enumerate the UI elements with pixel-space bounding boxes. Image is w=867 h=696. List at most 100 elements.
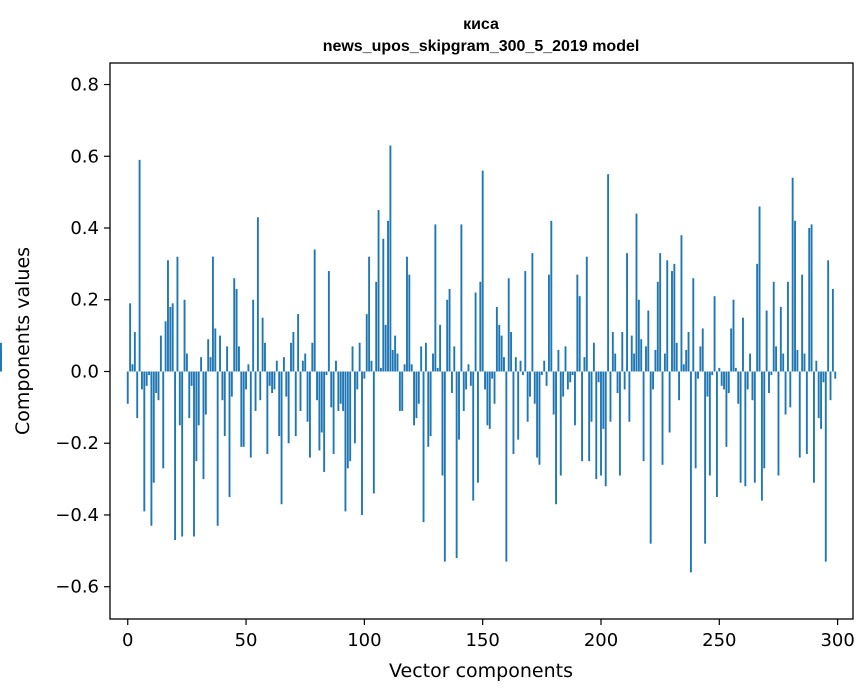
bar [592, 342, 595, 372]
bar [649, 371, 652, 544]
bar [469, 371, 472, 386]
bar [514, 357, 517, 372]
bar [668, 371, 671, 433]
y-axis-label: Components values [12, 247, 34, 435]
bar [600, 371, 602, 476]
bar [178, 371, 181, 426]
bar [817, 371, 820, 419]
bar [176, 256, 179, 372]
bar [228, 371, 231, 498]
bar [275, 360, 278, 372]
bar [645, 346, 647, 372]
bar [621, 332, 624, 372]
bar [273, 371, 276, 390]
bar [235, 288, 238, 372]
bar [455, 371, 458, 559]
bar [420, 346, 423, 372]
bar [183, 299, 186, 372]
bar [531, 253, 534, 372]
bar [734, 367, 737, 372]
bar [159, 335, 162, 372]
bar [249, 371, 252, 458]
bar [815, 360, 818, 372]
bar [562, 371, 565, 397]
y-tick-label: 0.4 [70, 218, 99, 239]
bar [413, 371, 416, 426]
bar [195, 371, 198, 462]
bar [540, 371, 543, 376]
bar [216, 371, 219, 526]
bar [316, 371, 318, 401]
bar [304, 353, 307, 372]
bar [256, 217, 259, 372]
bar [666, 260, 669, 372]
bar [701, 328, 704, 372]
bar [436, 367, 439, 372]
bar [566, 371, 569, 390]
bar [259, 371, 262, 401]
bar [188, 371, 191, 419]
chart-subtitle: news_upos_skipgram_300_5_2019 model [323, 38, 640, 55]
bar [361, 371, 363, 515]
bar [663, 353, 666, 372]
bar [169, 306, 172, 372]
y-tick-label: −0.2 [55, 433, 99, 454]
bar [692, 278, 695, 372]
bar [507, 278, 510, 372]
bar [185, 353, 188, 372]
bar [708, 371, 711, 476]
bar [585, 256, 588, 372]
bar [640, 339, 643, 372]
bar [389, 145, 392, 372]
bar [510, 332, 513, 372]
bar [813, 371, 815, 483]
bar [751, 371, 754, 401]
bar [607, 174, 610, 372]
bar [789, 371, 792, 408]
bar [133, 332, 136, 372]
bar [181, 371, 184, 537]
bar [211, 256, 214, 372]
bar [450, 371, 453, 394]
bar [827, 260, 830, 372]
bar [330, 371, 333, 408]
bar [136, 371, 139, 419]
bar [635, 213, 638, 372]
bar [337, 371, 340, 411]
bar [597, 371, 600, 383]
bar [775, 346, 778, 372]
bar [129, 303, 132, 372]
bar [730, 328, 733, 372]
bar [574, 371, 576, 426]
y-tick-label: 0.6 [70, 146, 99, 167]
bar [604, 371, 607, 487]
bar [727, 371, 730, 394]
bar [533, 371, 536, 404]
bar [581, 371, 584, 462]
bar [427, 371, 430, 447]
bar [808, 228, 811, 372]
bar [488, 371, 491, 429]
bar [768, 371, 770, 394]
bar [680, 235, 683, 372]
bar [758, 206, 761, 372]
bar [214, 328, 217, 372]
bar [661, 371, 664, 465]
bar [656, 281, 659, 372]
bar [654, 349, 657, 372]
bar [467, 364, 470, 372]
bar [545, 371, 548, 386]
bar [753, 371, 756, 483]
bar [694, 371, 697, 469]
bar [219, 335, 221, 372]
x-tick-label: 200 [584, 630, 618, 651]
x-tick-label: 150 [466, 630, 500, 651]
bar [384, 324, 387, 372]
bar [801, 274, 804, 372]
bar [557, 349, 560, 372]
bar [685, 349, 688, 372]
bar [675, 342, 678, 372]
bar [479, 281, 482, 372]
bar [344, 371, 347, 512]
